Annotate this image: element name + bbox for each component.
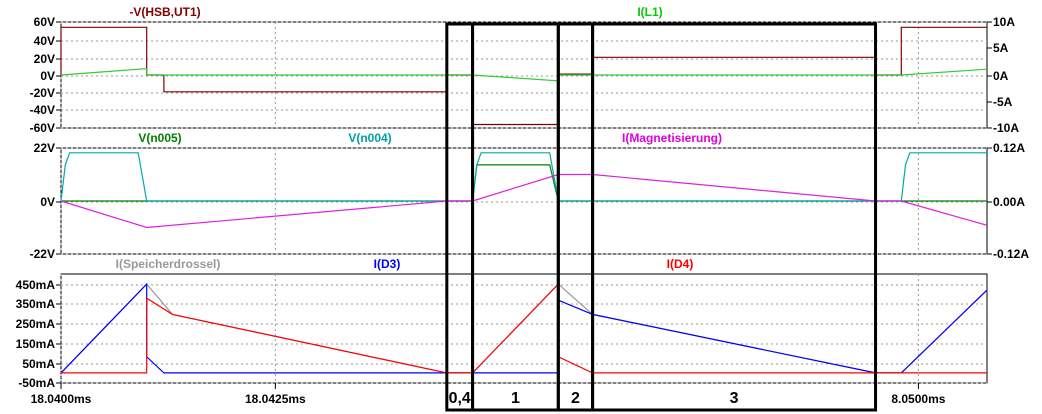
y-tick-label-left: -20V bbox=[30, 86, 55, 100]
region-boxes: 0,4 1 2 3 bbox=[445, 22, 878, 412]
series-title: V(n005) bbox=[138, 131, 181, 145]
x-tick-label: 8.0500ms bbox=[891, 392, 945, 406]
series-title: I(D3) bbox=[374, 257, 401, 271]
y-tick-label-left: 0V bbox=[40, 195, 55, 209]
y-tick-label-right: -10A bbox=[993, 121, 1019, 135]
y-tick-label-left: 50mA bbox=[22, 357, 55, 371]
y-tick-label-left: 150mA bbox=[16, 337, 56, 351]
y-tick-label-right: 10A bbox=[993, 15, 1015, 29]
y-tick-label-left: -50mA bbox=[18, 376, 55, 390]
y-tick-label-right: 0A bbox=[993, 69, 1009, 83]
x-tick-label: 18.0400ms bbox=[31, 392, 92, 406]
series-title: -V(HSB,UT1) bbox=[129, 5, 200, 19]
x-axis: 18.0400ms 18.0425ms 8.0500ms bbox=[31, 383, 946, 406]
y-tick-label-left: 450mA bbox=[16, 278, 56, 292]
y-tick-label-left: 22V bbox=[34, 141, 55, 155]
y-tick-label-left: -40V bbox=[30, 103, 55, 117]
x-tick-label: 18.0425ms bbox=[245, 392, 306, 406]
y-tick-label-left: -60V bbox=[30, 121, 55, 135]
panel-frame bbox=[60, 273, 988, 384]
series-line-v-n004- bbox=[60, 152, 987, 202]
series-line-i-d4- bbox=[61, 282, 987, 374]
y-tick-label-right: 0.00A bbox=[993, 195, 1025, 209]
series-title: I(Speicherdrossel) bbox=[116, 257, 221, 271]
y-tick-label-right: -0.12A bbox=[993, 247, 1029, 261]
y-tick-label-right: -5A bbox=[993, 95, 1013, 109]
y-tick-label-left: 250mA bbox=[16, 317, 56, 331]
region-label: 2 bbox=[571, 390, 580, 407]
series-title: I(Magnetisierung) bbox=[622, 131, 722, 145]
y-tick-label-left: 350mA bbox=[16, 297, 56, 311]
y-tick-label-right: 5A bbox=[993, 41, 1009, 55]
y-tick-label-left: 0V bbox=[40, 69, 55, 83]
region-label: 3 bbox=[730, 390, 739, 407]
y-tick-label-left: 20V bbox=[34, 52, 55, 66]
y-tick-label-left: 40V bbox=[34, 34, 55, 48]
region-box bbox=[591, 22, 878, 412]
y-tick-label-left: 60V bbox=[34, 15, 55, 29]
plot-panels: 60V 40V 20V 0V -20V -40V -60V 10A 5A 0A -5A -10A -V(… bbox=[16, 5, 1030, 390]
y-tick-label-left: -22V bbox=[30, 247, 55, 261]
panel-middle: 22V 0V -22V 0.12A 0.00A -0.12A V(n005) V(n004) I… bbox=[30, 131, 1030, 261]
region-label: 1 bbox=[511, 390, 520, 407]
series-title: I(D4) bbox=[667, 257, 694, 271]
panel-bottom: 450mA 350mA 250mA 150mA 50mA -50mA I(Speicherd… bbox=[16, 257, 988, 390]
y-tick-label-right: 0.12A bbox=[993, 141, 1025, 155]
series-title: I(L1) bbox=[637, 5, 662, 19]
series-title: V(n004) bbox=[348, 131, 391, 145]
region-label: 0,4 bbox=[449, 390, 471, 407]
series-line-i-l1- bbox=[60, 67, 988, 82]
